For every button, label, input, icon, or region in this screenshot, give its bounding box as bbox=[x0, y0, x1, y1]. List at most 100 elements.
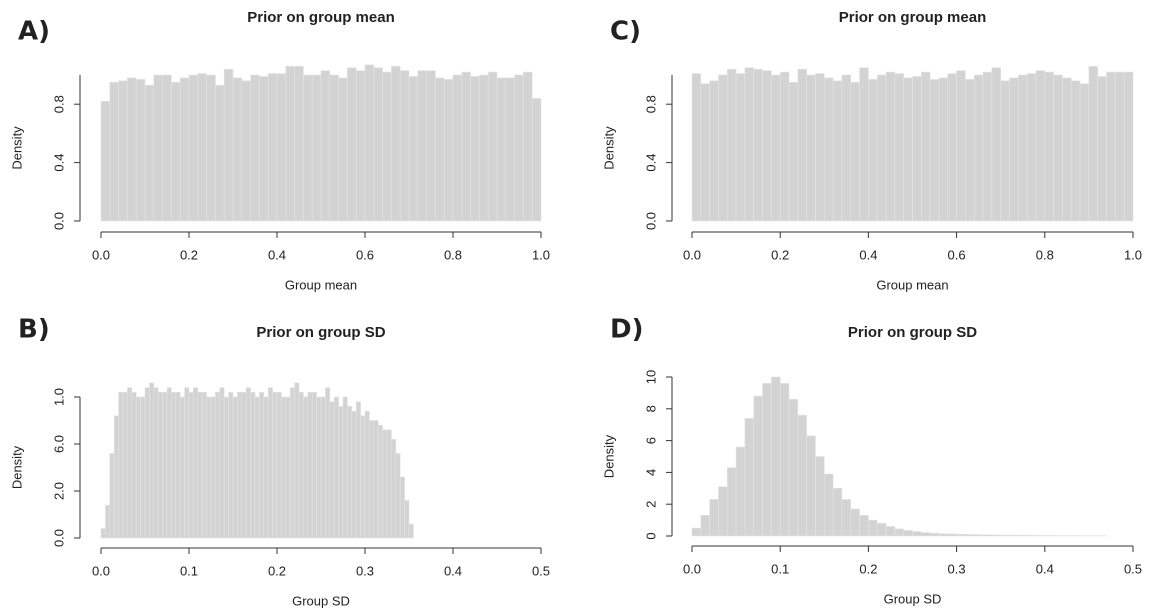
histogram-bar bbox=[797, 68, 807, 222]
histogram-bar bbox=[956, 70, 966, 222]
histogram-bar bbox=[351, 410, 357, 539]
histogram-bar bbox=[100, 100, 111, 222]
histogram-bar bbox=[921, 71, 931, 222]
histogram-bar bbox=[1018, 74, 1028, 222]
histogram-bar bbox=[303, 396, 309, 539]
y-tick-label: 10 bbox=[643, 370, 658, 384]
histogram-bar bbox=[788, 398, 799, 537]
histogram-bar bbox=[162, 74, 172, 222]
histogram-bar bbox=[868, 79, 878, 222]
histogram-bar bbox=[289, 387, 295, 539]
histogram-bar bbox=[329, 74, 339, 222]
histogram-bar bbox=[1000, 534, 1010, 537]
histogram-bar bbox=[100, 528, 106, 539]
histogram-bar bbox=[311, 74, 322, 222]
histogram-bar bbox=[391, 438, 397, 539]
histogram-bar bbox=[347, 406, 353, 539]
panel-label: D) bbox=[610, 315, 643, 345]
x-tick-label: 1.0 bbox=[1124, 247, 1142, 262]
x-tick-label: 0.1 bbox=[180, 563, 198, 578]
histogram-bar bbox=[700, 515, 710, 537]
histogram-bar bbox=[250, 391, 256, 539]
x-tick-label: 0.4 bbox=[444, 563, 462, 578]
histogram-bar bbox=[859, 515, 869, 537]
histogram-bar bbox=[364, 64, 375, 222]
histogram-bar bbox=[1035, 70, 1046, 222]
x-tick-label: 0.4 bbox=[859, 247, 877, 262]
y-tick-label: 0.8 bbox=[643, 95, 658, 113]
histogram-bar bbox=[215, 84, 225, 222]
histogram-bar bbox=[1000, 80, 1010, 222]
histogram-bar bbox=[691, 73, 702, 222]
histogram-bar bbox=[850, 82, 860, 222]
histogram-bar bbox=[338, 406, 344, 539]
histogram-bar bbox=[127, 387, 133, 539]
histogram-bar bbox=[360, 415, 366, 539]
histogram-bar bbox=[815, 456, 825, 537]
x-tick-label: 0.0 bbox=[683, 247, 701, 262]
histogram-bar bbox=[188, 74, 199, 222]
histogram-bar bbox=[982, 71, 993, 222]
histogram-bar bbox=[377, 424, 383, 539]
x-tick-label: 0.4 bbox=[268, 247, 286, 262]
histogram-bar bbox=[166, 387, 172, 539]
x-axis-label: Group mean bbox=[876, 277, 948, 292]
y-tick-label: 0.0 bbox=[51, 212, 66, 230]
histogram-bar bbox=[263, 396, 269, 539]
histogram-bar bbox=[876, 74, 887, 222]
histogram-bar bbox=[921, 532, 931, 537]
histogram-bar bbox=[342, 396, 348, 539]
histogram-bar bbox=[228, 391, 234, 539]
histogram-bar bbox=[267, 73, 278, 222]
histogram-bar bbox=[461, 71, 471, 222]
histogram-bar bbox=[1009, 534, 1019, 537]
histogram-bar bbox=[223, 68, 234, 222]
histogram-bar bbox=[241, 80, 251, 222]
histogram-bar bbox=[171, 391, 177, 539]
y-tick-label: 8 bbox=[643, 405, 658, 412]
histogram-bar bbox=[991, 534, 1002, 537]
histogram-bar bbox=[105, 504, 111, 539]
histogram-bar bbox=[135, 396, 141, 539]
histogram-bar bbox=[294, 65, 304, 222]
panel-label: A) bbox=[18, 17, 50, 47]
histogram-bar bbox=[391, 65, 401, 222]
y-tick-label: 2.0 bbox=[51, 482, 66, 500]
histogram-bar bbox=[1115, 71, 1125, 222]
histogram-bar bbox=[1106, 71, 1116, 222]
y-axis-label: Density bbox=[601, 434, 616, 478]
x-tick-label: 0.8 bbox=[444, 247, 462, 262]
histogram-bar bbox=[965, 79, 975, 222]
histogram-bar bbox=[333, 396, 339, 539]
histogram-bar bbox=[1044, 71, 1054, 222]
x-tick-label: 0.2 bbox=[268, 563, 286, 578]
y-tick-label: 0.4 bbox=[643, 154, 658, 172]
histogram-bar bbox=[303, 74, 313, 222]
histogram-bar bbox=[223, 396, 229, 539]
histogram-bar bbox=[175, 391, 181, 539]
histogram-bar bbox=[285, 396, 291, 539]
histogram-bar bbox=[762, 70, 772, 222]
x-axis-label: Group SD bbox=[292, 593, 350, 608]
histogram-bar bbox=[894, 528, 904, 537]
histogram-bar bbox=[320, 396, 326, 539]
histogram-bar bbox=[991, 67, 1002, 222]
histogram-bar bbox=[149, 382, 155, 539]
histogram-bar bbox=[241, 391, 247, 539]
histogram-bar bbox=[1070, 80, 1081, 222]
histogram-bar bbox=[531, 98, 542, 222]
histogram-bar bbox=[938, 77, 949, 222]
histogram-bar bbox=[355, 70, 366, 222]
histogram-bar bbox=[1044, 535, 1054, 537]
histogram-bar bbox=[382, 71, 392, 222]
histogram-bar bbox=[426, 70, 436, 222]
x-tick-label: 0.4 bbox=[1036, 561, 1054, 576]
x-tick-label: 0.2 bbox=[771, 247, 789, 262]
histogram-bar bbox=[718, 74, 728, 222]
histogram-bar bbox=[135, 79, 146, 222]
histogram-bar bbox=[709, 80, 719, 222]
histogram-bar bbox=[153, 74, 163, 222]
histogram-bar bbox=[523, 71, 533, 222]
histogram-bar bbox=[452, 74, 463, 222]
histogram-bar bbox=[841, 74, 852, 222]
